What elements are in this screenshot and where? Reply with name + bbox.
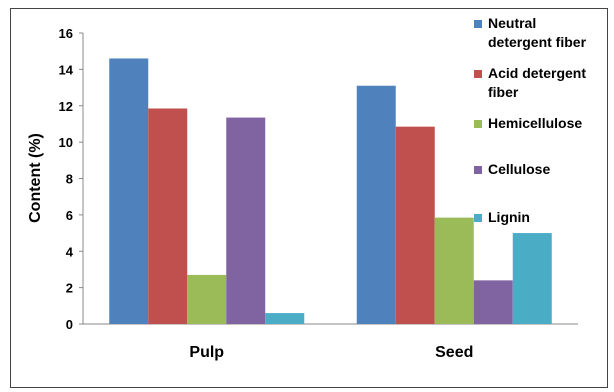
y-tick-label: 0 — [66, 317, 73, 332]
legend-entry: Lignin — [488, 209, 530, 225]
legend-entry: Neutral detergent fiber — [488, 15, 587, 50]
y-tick-label: 4 — [66, 244, 74, 259]
legend-swatch — [474, 214, 482, 222]
bar-seed-hemicellulose — [434, 217, 474, 324]
bar-seed-neutral-detergent-fiber — [356, 85, 396, 325]
bar-seed-cellulose — [473, 280, 513, 324]
legend-swatch — [474, 166, 482, 174]
category-labels: Pulp Seed — [189, 344, 473, 361]
legend-swatch — [474, 20, 482, 28]
y-tick-label: 6 — [66, 208, 73, 223]
bar-seed-lignin — [512, 233, 552, 324]
y-tick-label: 12 — [59, 99, 73, 114]
bar-pulp-cellulose — [226, 117, 266, 325]
bars — [109, 58, 552, 325]
bar-seed-acid-detergent-fiber — [395, 126, 435, 325]
y-tick-label: 14 — [59, 62, 74, 77]
y-tick-labels: 0 2 4 6 8 10 12 14 16 — [59, 26, 74, 332]
y-tick-label: 16 — [59, 26, 73, 41]
bar-pulp-acid-detergent-fiber — [148, 108, 188, 325]
x-category-label: Seed — [435, 344, 473, 361]
y-tick-label: 8 — [66, 172, 73, 187]
legend-entry: Acid detergent fiber — [488, 65, 586, 100]
legend-swatch — [474, 120, 482, 128]
legend-entry: Cellulose — [488, 161, 550, 177]
y-tick-label: 10 — [59, 135, 73, 150]
x-category-label: Pulp — [189, 344, 224, 361]
y-axis-label: Content (%) — [27, 133, 44, 223]
legend-entry: Hemicellulose — [488, 115, 582, 131]
y-tick-label: 2 — [66, 281, 73, 296]
legend: Neutral detergent fiber Acid detergent fibe… — [474, 15, 587, 225]
bar-pulp-hemicellulose — [187, 274, 227, 324]
legend-swatch — [474, 70, 482, 78]
bar-pulp-neutral-detergent-fiber — [109, 58, 149, 325]
bar-pulp-lignin — [265, 313, 305, 324]
